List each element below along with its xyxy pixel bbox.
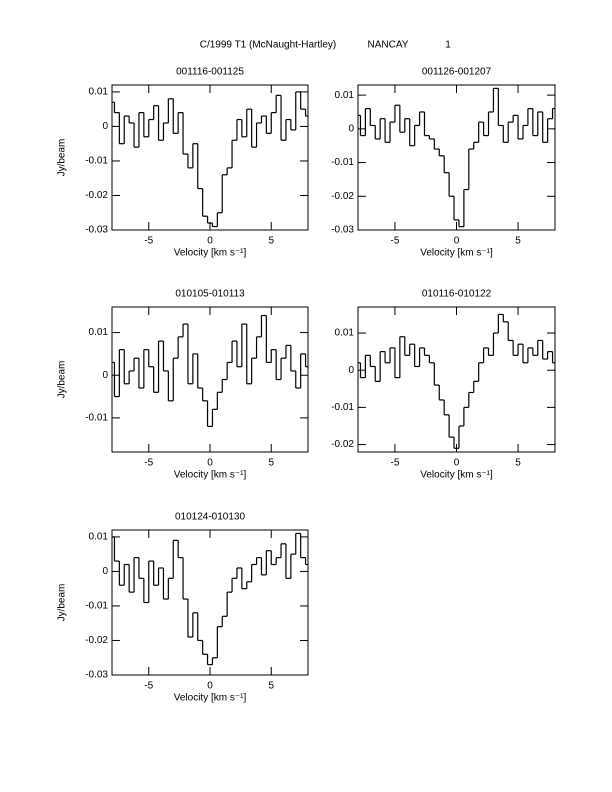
x-axis-label: Velocity [km s⁻¹]: [174, 248, 247, 259]
y-tick-label: -0.01: [331, 402, 354, 413]
x-tick-label: 0: [207, 236, 213, 247]
panel-title: 001126-001207: [422, 67, 492, 78]
x-tick-label: 5: [515, 236, 521, 247]
y-tick-label: -0.01: [85, 601, 108, 612]
y-tick-label: -0.02: [85, 190, 108, 201]
y-axis-label: Jy/beam: [57, 139, 68, 177]
x-axis-label: Velocity [km s⁻¹]: [174, 470, 247, 481]
x-tick-label: 5: [515, 458, 521, 469]
y-tick-label: 0.01: [89, 87, 109, 98]
panel-title: 010124-010130: [175, 512, 246, 523]
y-tick-label: -0.03: [85, 670, 108, 681]
y-axis-label: Jy/beam: [57, 584, 68, 622]
panel: 010105-010113 -5 0 5 -0.01 0 0.01 Velocity [km …: [57, 289, 309, 481]
x-axis-label: Velocity [km s⁻¹]: [174, 693, 247, 704]
x-axis-label: Velocity [km s⁻¹]: [420, 470, 493, 481]
y-tick-label: 0.01: [335, 328, 355, 339]
x-tick-label: -5: [144, 681, 153, 692]
y-tick-label: -0.01: [331, 157, 354, 168]
x-tick-label: 0: [454, 236, 460, 247]
panel: 001116-001125 -5 0 5 -0.03 -0.02 -0.01 0 0.01 Vel…: [57, 67, 309, 259]
panel-title: 010105-010113: [175, 289, 245, 300]
y-tick-label: 0: [102, 566, 108, 577]
x-tick-label: -5: [144, 236, 153, 247]
y-tick-label: 0.01: [89, 327, 109, 338]
y-tick-label: 0: [102, 121, 108, 132]
y-tick-label: -0.02: [331, 439, 354, 450]
x-tick-label: 5: [268, 681, 274, 692]
object-name: C/1999 T1 (McNaught-Hartley): [200, 40, 337, 51]
panel-title: 001116-001125: [176, 67, 244, 78]
x-tick-label: 5: [268, 458, 274, 469]
site-name: NANCAY: [368, 40, 409, 51]
y-axis-label: Jy/beam: [57, 361, 68, 399]
y-tick-label: 0: [348, 365, 354, 376]
y-tick-label: -0.01: [85, 413, 108, 424]
panel-title: 010116-010122: [422, 289, 492, 300]
panel: 001126-001207 -5 0 5 -0.03 -0.02 -0.01 0 0.01 Vel…: [331, 67, 556, 259]
y-tick-label: -0.03: [85, 225, 108, 236]
x-axis-label: Velocity [km s⁻¹]: [420, 248, 493, 259]
y-tick-label: 0.01: [335, 90, 355, 101]
y-tick-label: -0.03: [331, 225, 354, 236]
y-tick-label: 0: [348, 123, 354, 134]
x-tick-label: 0: [207, 458, 213, 469]
y-tick-label: -0.01: [85, 156, 108, 167]
page-number: 1: [445, 40, 451, 51]
y-tick-label: -0.02: [331, 191, 354, 202]
y-tick-label: -0.02: [85, 635, 108, 646]
x-tick-label: 0: [454, 458, 460, 469]
x-tick-label: 0: [207, 681, 213, 692]
x-tick-label: -5: [390, 236, 399, 247]
y-tick-label: 0: [102, 370, 108, 381]
panel: 010116-010122 -5 0 5 -0.02 -0.01 0 0.01 Velocity…: [331, 289, 556, 481]
panel: 010124-010130 -5 0 5 -0.03 -0.02 -0.01 0 0.01 Vel…: [57, 512, 309, 704]
x-tick-label: 5: [268, 236, 274, 247]
y-tick-label: 0.01: [89, 532, 109, 543]
x-tick-label: -5: [390, 458, 399, 469]
x-tick-label: -5: [144, 458, 153, 469]
